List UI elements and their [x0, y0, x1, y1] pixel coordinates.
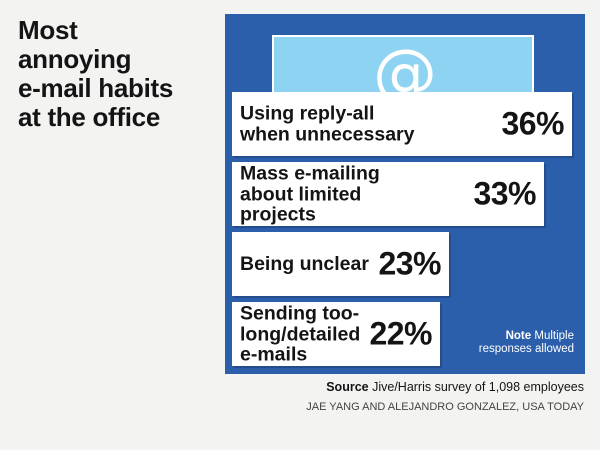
source-label: Source: [326, 380, 369, 394]
credit-line: JAE YANG AND ALEJANDRO GONZALEZ, USA TOD…: [306, 401, 584, 413]
bar-category-label: Using reply-all when unnecessary: [240, 102, 415, 145]
bar-category-label: Sending too- long/detailed e-mails: [240, 302, 361, 366]
chart-title: Most annoying e-mail habits at the offic…: [18, 16, 223, 132]
bar-category-label: Being unclear: [240, 252, 369, 275]
note: Note Multiple responses allowed: [462, 330, 574, 356]
title-line: e-mail habits: [18, 73, 174, 103]
bar-value-label: 33%: [473, 175, 536, 212]
title-line: at the office: [18, 102, 161, 132]
source-line: Source Jive/Harris survey of 1,098 emplo…: [326, 380, 584, 394]
bar-category-label: Mass e-mailing about limited projects: [240, 162, 380, 226]
note-label: Note: [505, 330, 532, 342]
bar: Using reply-all when unnecessary 36%: [232, 92, 572, 156]
bar-value-label: 36%: [501, 105, 564, 142]
source-text: Jive/Harris survey of 1,098 employees: [372, 380, 584, 394]
bar: Sending too- long/detailed e-mails 22%: [232, 302, 440, 366]
bar-value-label: 23%: [378, 245, 441, 282]
bar-value-label: 22%: [369, 315, 432, 352]
title-line: annoying: [18, 44, 132, 74]
title-line: Most: [18, 15, 78, 45]
bar: Mass e-mailing about limited projects 33%: [232, 162, 544, 226]
bar: Being unclear 23%: [232, 232, 449, 296]
note-text: Multiple responses allowed: [478, 330, 574, 355]
